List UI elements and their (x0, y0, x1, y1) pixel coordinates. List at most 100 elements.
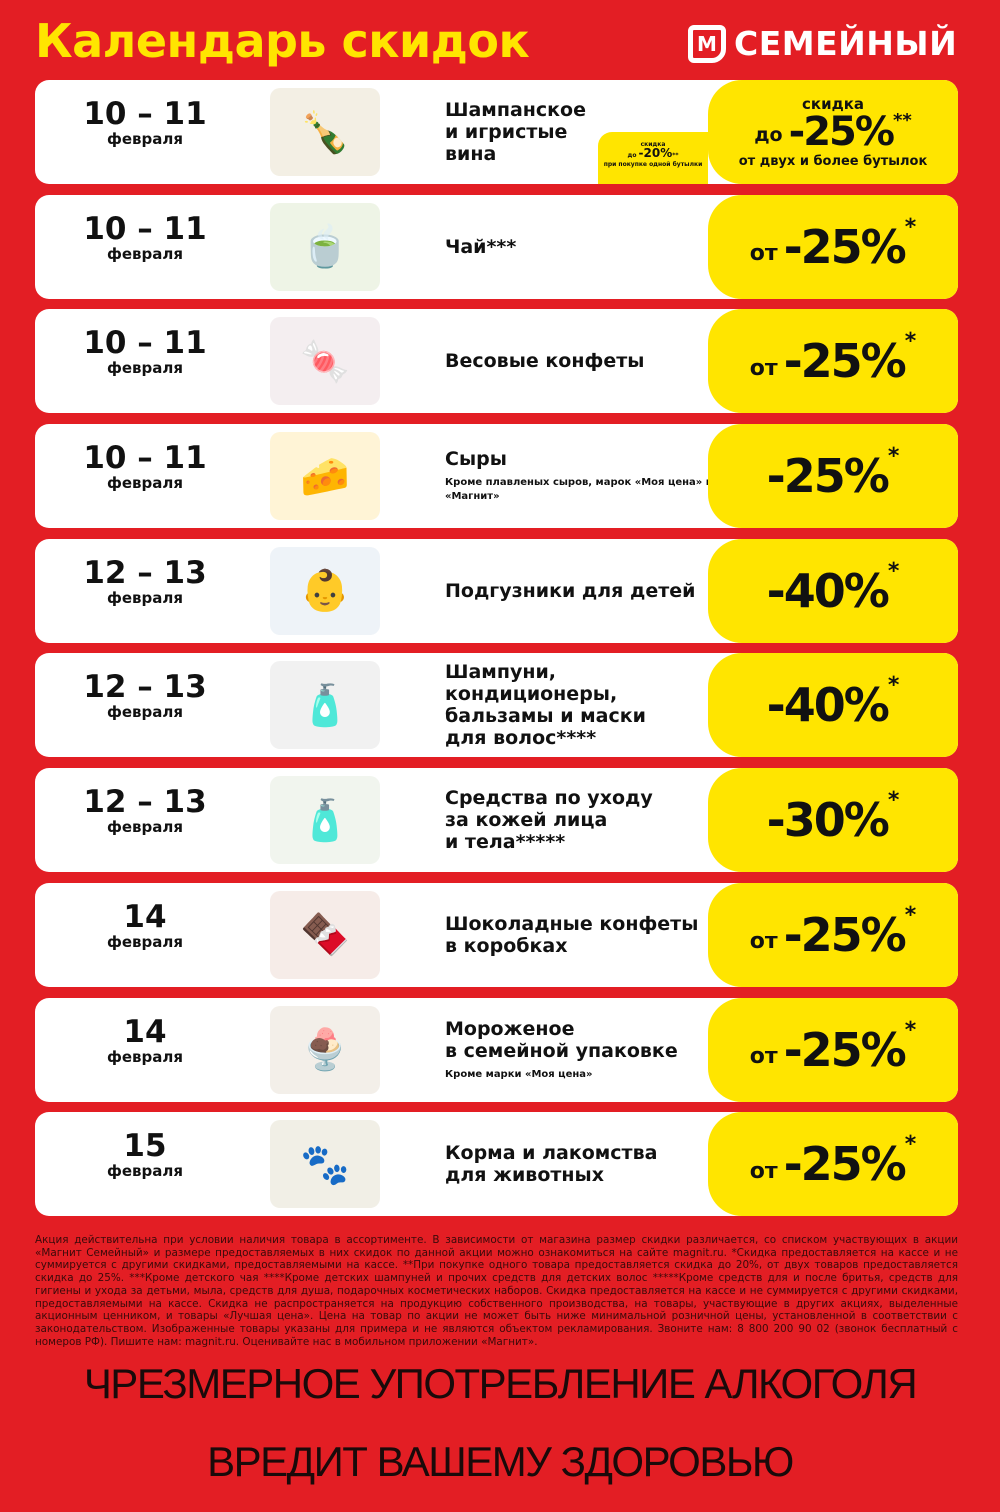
cheese-icon: 🧀 (270, 432, 380, 521)
date: 14 февраля (75, 1016, 215, 1066)
discount-badge: -25% * (708, 424, 958, 529)
product-category: Чай*** (445, 195, 715, 299)
date: 10 – 11 февраля (75, 98, 215, 148)
mini-label: скидка (640, 141, 666, 148)
store-logo: М СЕМЕЙНЫЙ (688, 24, 957, 63)
date-month: февраля (106, 588, 184, 607)
discount-row: 14 февраля 🍫 Шоколадные конфеты в коробка… (35, 882, 958, 987)
badge-footnote-mark: * (904, 1132, 917, 1158)
discount-list: 10 – 11 февраля 🍾 Шампанское и игристые в… (35, 80, 958, 1227)
date-range: 12 – 13 (83, 784, 207, 821)
product-category: Сыры Кроме плавленых сыров, марок «Моя це… (445, 424, 715, 528)
product-category: Шампуни, кондиционеры, бальзамы и маски … (445, 653, 715, 757)
tea-icon: 🍵 (270, 202, 380, 291)
badge-condition: от двух и более бутылок (738, 153, 928, 169)
discount-badge: -40% * (708, 538, 958, 643)
badge-prefix: от (749, 1158, 778, 1184)
date-range: 10 – 11 (83, 440, 207, 477)
shampoo-icon: 🧴 (270, 661, 380, 750)
badge-footnote-mark: ** (892, 109, 912, 131)
badge-value: -25% (766, 449, 890, 504)
mini-star: ** (672, 152, 679, 159)
date: 14 февраля (75, 901, 215, 951)
badge-footnote-mark: * (887, 558, 900, 584)
date-range: 12 – 13 (83, 669, 207, 706)
category-name: Корма и лакомства для животных (445, 1142, 658, 1187)
badge-value: -25% (783, 907, 907, 962)
date: 12 – 13 февраля (75, 786, 215, 836)
badge-footnote-mark: * (887, 444, 900, 470)
product-category: Корма и лакомства для животных (445, 1112, 715, 1216)
product-category: Шоколадные конфеты в коробках (445, 883, 715, 987)
date-range: 10 – 11 (83, 325, 207, 362)
date-month: февраля (106, 703, 184, 722)
date-month: февраля (106, 1047, 184, 1066)
discount-badge: скидка до -25% ** от двух и более бутылок (708, 80, 958, 184)
ice-cream-icon: 🍨 (270, 1005, 380, 1094)
badge-prefix: от (749, 929, 778, 955)
diapers-icon: 👶 (270, 546, 380, 635)
date: 10 – 11 февраля (75, 327, 215, 377)
champagne-bottles-icon: 🍾 (270, 88, 380, 176)
product-category: Шампанское и игристые вина (445, 80, 715, 184)
discount-row: 10 – 11 февраля 🍾 Шампанское и игристые в… (35, 80, 958, 184)
mini-condition: при покупке одной бутылки (603, 161, 703, 168)
badge-footnote-mark: * (904, 902, 917, 928)
badge-prefix: от (749, 355, 778, 381)
category-name: Мороженое в семейной упаковке (445, 1017, 678, 1062)
date-month: февраля (106, 1162, 184, 1181)
badge-prefix: от (749, 241, 778, 267)
date: 12 – 13 февраля (75, 557, 215, 607)
category-name: Весовые конфеты (445, 350, 645, 373)
category-name: Шампуни, кондиционеры, бальзамы и маски … (445, 661, 646, 750)
mini-prefix: до (627, 152, 637, 159)
date-range: 14 (123, 1013, 167, 1050)
discount-row: 12 – 13 февраля 🧴 Шампуни, кондиционеры, … (35, 653, 958, 758)
mini-value: -20% (638, 146, 673, 160)
discount-badge: от -25% * (708, 882, 958, 987)
badge-label: скидка (802, 94, 864, 113)
date-month: февраля (106, 244, 184, 263)
legal-disclaimer: Акция действительна при условии наличия … (35, 1234, 958, 1348)
date-month: февраля (106, 130, 184, 148)
category-note: Кроме плавленых сыров, марок «Моя цена» … (445, 477, 713, 503)
badge-value: -25% (783, 1137, 907, 1192)
discount-row: 15 февраля 🐾 Корма и лакомства для животн… (35, 1112, 958, 1217)
badge-prefix: от (749, 1044, 778, 1069)
discount-row: 10 – 11 февраля 🍬 Весовые конфеты от -25%… (35, 309, 958, 414)
badge-footnote-mark: * (887, 788, 900, 814)
badge-footnote-mark: * (904, 214, 917, 240)
badge-footnote-mark: * (887, 673, 900, 699)
product-category: Весовые конфеты (445, 309, 715, 413)
product-category: Средства по уходу за кожей лица и тела**… (445, 768, 715, 872)
date-month: февраля (106, 932, 184, 951)
category-name: Подгузники для детей (445, 579, 696, 602)
logo-text: СЕМЕЙНЫЙ (734, 24, 958, 63)
warning-line-1: ЧРЕЗМЕРНОЕ УПОТРЕБЛЕНИЕ АЛКОГОЛЯ (83, 1360, 918, 1407)
date-range: 10 – 11 (83, 96, 207, 132)
badge-prefix: до (754, 124, 783, 146)
chocolate-box-icon: 🍫 (270, 890, 380, 979)
date-month: февраля (106, 818, 184, 837)
discount-badge: -40% * (708, 653, 958, 758)
date: 15 февраля (75, 1130, 215, 1180)
date: 10 – 11 февраля (75, 213, 215, 263)
date-month: февраля (106, 474, 184, 493)
category-name: Шоколадные конфеты в коробках (445, 912, 699, 957)
category-note: Кроме марки «Моя цена» (445, 1068, 593, 1080)
category-name: Средства по уходу за кожей лица и тела**… (445, 787, 653, 854)
discount-badge: -30% * (708, 768, 958, 873)
pet-food-icon: 🐾 (270, 1120, 380, 1209)
product-category: Мороженое в семейной упаковке Кроме марки… (445, 998, 715, 1102)
badge-value: -30% (766, 793, 890, 848)
date-range: 12 – 13 (83, 554, 207, 591)
date-month: февраля (106, 359, 184, 378)
candies-icon: 🍬 (270, 317, 380, 406)
badge-footnote-mark: * (904, 329, 917, 355)
discount-badge: от -25% * (708, 1112, 958, 1217)
discount-row: 10 – 11 февраля 🧀 Сыры Кроме плавленых сыр… (35, 424, 958, 529)
badge-value: -25% (788, 108, 895, 155)
discount-row: 12 – 13 февраля 🧴 Средства по уходу за ко… (35, 768, 958, 873)
product-category: Подгузники для детей (445, 539, 715, 643)
discount-badge: от -25% * (708, 194, 958, 299)
